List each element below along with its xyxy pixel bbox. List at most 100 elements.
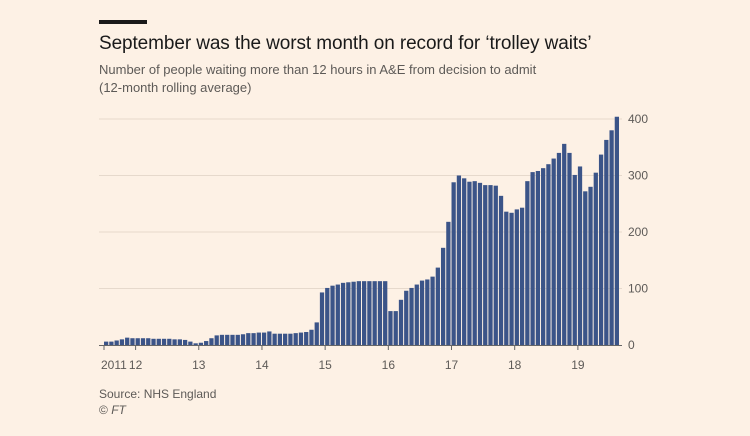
x-tick-label: 13 [192, 358, 206, 372]
bar [188, 341, 193, 345]
bar [219, 334, 225, 345]
bar [167, 338, 172, 345]
bar [251, 333, 256, 345]
bar [530, 172, 535, 345]
bar [556, 152, 562, 345]
y-tick-label: 400 [628, 112, 648, 126]
bar [193, 343, 198, 345]
x-tick-label: 2011 [101, 358, 127, 372]
chart-title: September was the worst month on record … [99, 33, 592, 54]
bar [430, 276, 435, 345]
bar [493, 185, 498, 345]
bar [198, 342, 204, 345]
bar [393, 311, 398, 345]
bar [293, 333, 298, 345]
bar [230, 334, 235, 345]
bar [372, 281, 377, 345]
bar [177, 339, 182, 345]
bar [272, 333, 277, 345]
bar [525, 181, 530, 345]
bar [204, 341, 209, 345]
credit-brand: FT [111, 403, 126, 417]
bar [225, 334, 230, 345]
subtitle-line-1: Number of people waiting more than 12 ho… [99, 62, 537, 77]
bar [314, 322, 319, 345]
y-tick-label: 200 [628, 225, 648, 239]
bar [598, 154, 604, 345]
bar [125, 337, 130, 345]
bar [362, 281, 367, 345]
bar [593, 172, 598, 345]
bar [404, 290, 409, 345]
bar [367, 281, 372, 345]
bar [156, 338, 161, 345]
bar [551, 158, 556, 345]
bar [477, 182, 483, 345]
bar [504, 211, 509, 345]
x-tick-label: 17 [445, 358, 459, 372]
bar [161, 338, 167, 345]
bar [246, 333, 251, 345]
bar [114, 340, 119, 345]
bar [330, 285, 335, 345]
bar [577, 166, 583, 345]
subtitle-line-2: (12-month rolling average) [99, 80, 252, 95]
bar [541, 168, 546, 345]
bar [467, 181, 472, 345]
x-tick-label: 16 [382, 358, 396, 372]
bar [240, 334, 246, 345]
bar [256, 332, 261, 345]
bar [509, 212, 514, 345]
bar [535, 170, 541, 345]
bar [377, 281, 383, 345]
bar [583, 191, 588, 345]
bar [419, 280, 425, 345]
x-tick-label: 12 [129, 358, 143, 372]
chart-subtitle: Number of people waiting more than 12 ho… [99, 61, 699, 97]
credit: © FT [99, 402, 216, 418]
bar [614, 116, 619, 346]
bar [440, 247, 446, 345]
bar [356, 281, 361, 345]
bar [209, 338, 214, 345]
bar [235, 334, 240, 345]
bar [388, 311, 393, 345]
bar [130, 338, 135, 345]
x-tick-label: 18 [508, 358, 522, 372]
bars [104, 116, 619, 346]
bar [340, 282, 346, 345]
bar [514, 209, 519, 345]
x-tick-label: 19 [571, 358, 585, 372]
bar [140, 338, 146, 345]
bar [261, 332, 267, 345]
x-tick-label: 14 [255, 358, 269, 372]
bar [451, 182, 456, 345]
y-tick-label: 100 [628, 282, 648, 296]
bar [609, 130, 614, 345]
bar [146, 338, 151, 345]
y-axis-labels: 0 100 200 300 400 [628, 112, 648, 352]
bar [498, 195, 504, 345]
bar [425, 279, 430, 345]
bar [398, 299, 404, 345]
bar [267, 331, 272, 345]
footer: Source: NHS England © FT [99, 386, 216, 418]
bar [409, 287, 414, 345]
bar [151, 338, 156, 345]
bar [488, 185, 493, 345]
copyright-symbol: © [99, 403, 112, 417]
bar [383, 281, 388, 345]
bar [104, 341, 109, 345]
bar [472, 181, 477, 345]
bar [304, 332, 309, 345]
bar [298, 332, 304, 345]
header-rule [99, 20, 147, 24]
source-note: Source: NHS England [99, 387, 217, 401]
bar [277, 333, 283, 345]
bar [546, 164, 551, 345]
bar [351, 281, 356, 345]
bar [588, 186, 593, 345]
bar [109, 341, 114, 345]
bar [325, 287, 330, 345]
bar [319, 292, 325, 345]
